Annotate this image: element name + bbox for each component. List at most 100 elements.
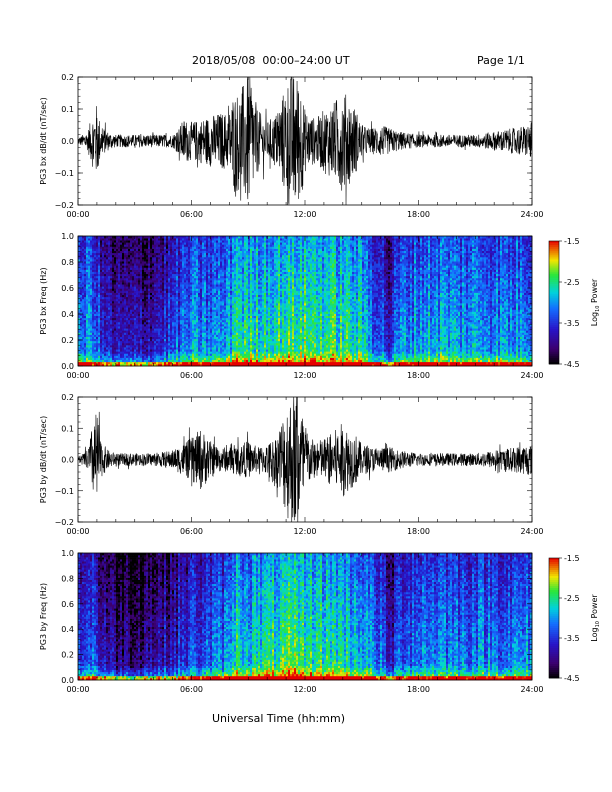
- spectrogram-cell: [102, 332, 104, 334]
- spectrogram-cell: [92, 253, 94, 255]
- spectrogram-cell: [86, 356, 88, 358]
- spectrogram-cell: [104, 263, 106, 265]
- spectrogram-cell: [108, 303, 110, 305]
- spectrogram-cell: [112, 311, 114, 313]
- spectrogram-cell: [98, 320, 100, 322]
- spectrogram-cell: [94, 238, 96, 240]
- spectrogram-cell: [84, 307, 86, 309]
- spectrogram-cell: [90, 284, 92, 286]
- spectrogram-cell: [112, 326, 114, 328]
- spectrogram-cell: [82, 261, 84, 263]
- spectrogram-cell: [112, 244, 114, 246]
- spectrogram-cell: [114, 309, 116, 311]
- spectrogram-cell: [92, 249, 94, 251]
- spectrogram-cell: [106, 335, 108, 337]
- spectrogram-cell: [102, 295, 104, 297]
- spectrogram-cell: [90, 257, 92, 259]
- spectrogram-cell: [94, 280, 96, 282]
- spectrogram-cell: [98, 286, 100, 288]
- spectrogram-cell: [112, 360, 114, 362]
- spectrogram-cell: [108, 322, 110, 324]
- spectrogram-cell: [104, 270, 106, 272]
- spectrogram-cell: [114, 349, 116, 351]
- spectrogram-cell: [86, 351, 88, 353]
- spectrogram-cell: [84, 314, 86, 316]
- spectrogram-cell: [92, 303, 94, 305]
- spectrogram-cell: [96, 339, 98, 341]
- spectrogram-cell: [100, 259, 102, 261]
- spectrogram-cell: [110, 341, 112, 343]
- spectrogram-cell: [90, 280, 92, 282]
- spectrogram-cell: [100, 244, 102, 246]
- spectrogram-cell: [100, 314, 102, 316]
- spectrogram-cell: [92, 341, 94, 343]
- spectrogram-cell: [86, 343, 88, 345]
- spectrogram-cell: [100, 362, 102, 364]
- spectrogram-cell: [94, 309, 96, 311]
- spectrogram-cell: [100, 265, 102, 267]
- spectrogram-cell: [102, 360, 104, 362]
- spectrogram-cell: [94, 360, 96, 362]
- spectrogram-cell: [112, 297, 114, 299]
- spectrogram-cell: [90, 328, 92, 330]
- spectrogram-cell: [104, 244, 106, 246]
- spectrogram-cell: [108, 345, 110, 347]
- spectrogram-cell: [90, 351, 92, 353]
- spectrogram-cell: [84, 255, 86, 257]
- spectrogram-cell: [108, 259, 110, 261]
- spectrogram-cell: [90, 249, 92, 251]
- spectrogram-cell: [86, 332, 88, 334]
- spectrogram-cell: [106, 263, 108, 265]
- spectrogram-cell: [100, 351, 102, 353]
- y-tick-label: 0.2: [61, 73, 74, 82]
- spectrogram-cell: [110, 351, 112, 353]
- spectrogram-cell: [92, 297, 94, 299]
- spectrogram-cell: [84, 324, 86, 326]
- spectrogram-cell: [102, 286, 104, 288]
- spectrogram-cell: [110, 251, 112, 253]
- spectrogram-cell: [90, 347, 92, 349]
- spectrogram-cell: [92, 255, 94, 257]
- spectrogram-cell: [110, 274, 112, 276]
- spectrogram-cell: [98, 240, 100, 242]
- spectrogram-cell: [96, 303, 98, 305]
- spectrogram-cell: [110, 244, 112, 246]
- spectrogram-cell: [112, 259, 114, 261]
- spectrogram-cell: [106, 246, 108, 248]
- spectrogram-cell: [90, 255, 92, 257]
- spectrogram-cell: [80, 272, 82, 274]
- spectrogram-cell: [98, 288, 100, 290]
- spectrogram-cell: [110, 276, 112, 278]
- spectrogram-cell: [110, 347, 112, 349]
- spectrogram-cell: [82, 341, 84, 343]
- spectrogram-cell: [88, 353, 90, 355]
- spectrogram-cell: [112, 301, 114, 303]
- spectrogram-cell: [106, 311, 108, 313]
- spectrogram-cell: [84, 330, 86, 332]
- spectrogram-cell: [112, 293, 114, 295]
- spectrogram-cell: [102, 335, 104, 337]
- spectrogram-cell: [92, 259, 94, 261]
- spectrogram-cell: [84, 259, 86, 261]
- spectrogram-cell: [92, 332, 94, 334]
- spectrogram-cell: [114, 330, 116, 332]
- spectrogram-cell: [86, 278, 88, 280]
- spectrogram-cell: [114, 267, 116, 269]
- spectrogram-cell: [108, 341, 110, 343]
- spectrogram-cell: [92, 299, 94, 301]
- spectrogram-cell: [112, 257, 114, 259]
- spectrogram-cell: [98, 244, 100, 246]
- spectrogram-cell: [90, 278, 92, 280]
- spectrogram-cell: [108, 360, 110, 362]
- spectrogram-cell: [82, 299, 84, 301]
- spectrogram-cell: [114, 284, 116, 286]
- spectrogram-cell: [114, 270, 116, 272]
- spectrogram-cell: [84, 318, 86, 320]
- spectrogram-cell: [112, 314, 114, 316]
- spectrogram-cell: [84, 360, 86, 362]
- spectrogram-cell: [102, 353, 104, 355]
- spectrogram-cell: [84, 274, 86, 276]
- spectrogram-cell: [80, 330, 82, 332]
- spectrogram-cell: [112, 362, 114, 364]
- spectrogram-cell: [86, 311, 88, 313]
